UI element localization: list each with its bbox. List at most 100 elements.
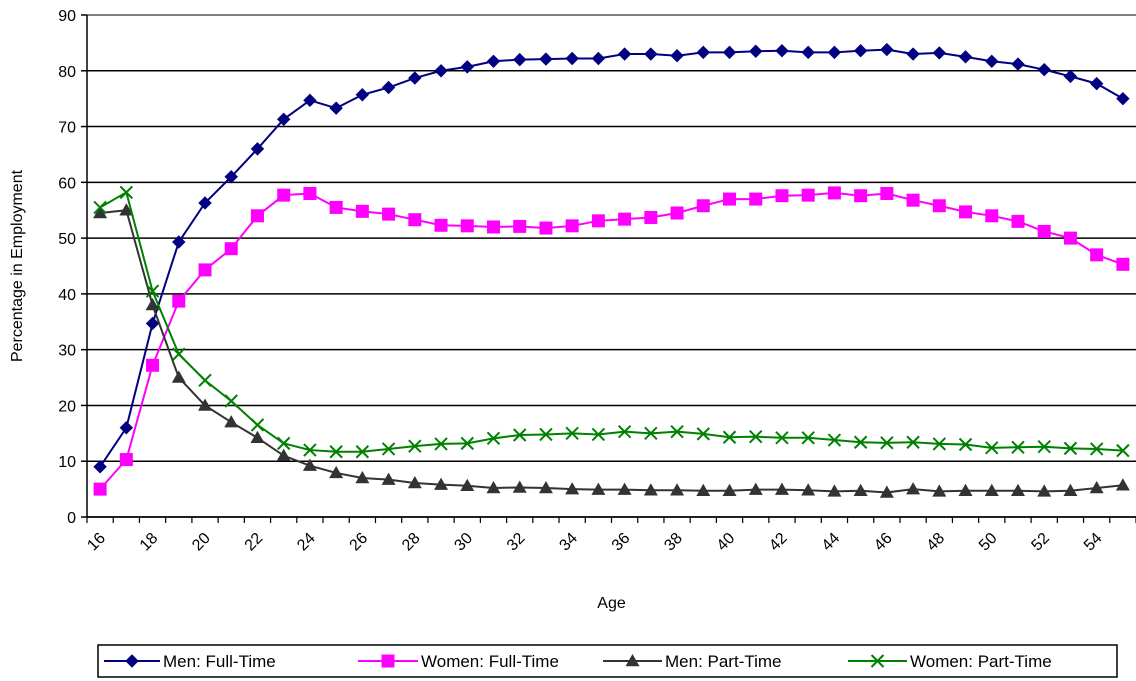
data-point [1010,483,1025,497]
data-point [172,347,186,361]
y-axis-title: Percentage in Employment [9,169,26,362]
marker-stroke [617,424,632,439]
data-point [145,316,160,331]
data-point [775,189,789,203]
marker-stroke [906,435,920,449]
data-point [513,219,527,233]
marker-stroke [303,443,317,457]
marker-stroke [827,433,842,447]
data-point [591,427,606,442]
data-point [958,50,973,64]
x-tick-label: 30 [451,530,476,555]
data-point [303,443,317,457]
data-point [460,219,474,233]
data-point [355,88,370,102]
y-tick-label: 60 [58,175,76,192]
data-point [932,484,947,497]
gridlines [87,14,1136,518]
x-tick-label: 42 [766,530,791,555]
data-point [408,213,422,227]
marker-stroke [172,347,186,361]
data-point [722,430,737,444]
x-tick-label: 20 [189,530,214,555]
marker-stroke [224,394,238,408]
marker-stroke [696,427,710,441]
data-point [1063,231,1077,245]
data-point [1037,484,1052,497]
data-point [145,284,160,298]
legend-item: Women: Full-Time [358,652,559,671]
data-point [749,192,763,206]
legend-label: Women: Full-Time [421,652,559,671]
data-point [827,484,842,497]
x-tick-label: 46 [871,530,896,555]
series-line [99,190,1123,453]
data-point [1063,483,1078,497]
marker-stroke [670,424,684,439]
data-point [670,206,684,220]
marker-stroke [198,373,212,388]
data-point [932,46,947,60]
data-point [539,221,553,235]
data-point [723,192,737,206]
y-tick-label: 10 [58,454,76,471]
data-point [303,93,317,108]
data-point [617,47,632,61]
data-point [512,480,527,493]
x-tick-label: 18 [137,530,162,555]
data-point [486,54,501,69]
x-axis-title: Age [597,595,626,612]
data-point [696,483,711,497]
data-point [224,415,239,428]
data-point [1089,480,1104,494]
data-point [827,45,842,60]
data-point [355,470,370,484]
data-point [539,52,553,66]
data-point [880,186,894,200]
marker-stroke [145,284,160,298]
x-tick-label: 16 [84,530,109,555]
legend-label: Men: Part-Time [665,652,782,671]
data-point [1115,478,1130,491]
legend-item: Men: Full-Time [104,652,276,671]
data-point [381,472,396,485]
data-point [119,453,133,467]
data-point [224,170,238,184]
data-point [434,64,448,78]
data-point [748,482,763,495]
marker-stroke [775,431,789,445]
data-point [618,212,632,226]
data-point [434,437,448,451]
data-point [355,204,369,218]
data-point [1116,257,1130,271]
marker-stroke [355,445,370,459]
data-point [617,482,632,495]
data-point [93,482,107,496]
legend-marker [870,654,885,668]
data-point [329,101,343,115]
marker-stroke [119,185,134,200]
series-line [99,191,1124,490]
series-men-full-time [93,42,1130,474]
legend-item: Women: Part-Time [848,652,1052,671]
series-women-full-time [93,186,1130,496]
marker-stroke [408,439,422,453]
series-line [100,209,1123,494]
data-point [958,483,973,497]
data-point [172,294,186,308]
data-point [1011,214,1025,228]
data-point [93,460,107,474]
data-point [565,51,579,66]
marker-stroke [329,445,343,459]
data-point [644,210,658,224]
x-tick-label: 54 [1081,530,1106,555]
data-point [827,433,842,447]
x-tick-label: 36 [609,530,634,555]
x-tick-label: 40 [714,530,739,555]
data-point [591,51,606,66]
data-point [775,431,789,445]
data-point [513,52,527,67]
marker-stroke [870,654,885,668]
data-point [932,437,947,451]
